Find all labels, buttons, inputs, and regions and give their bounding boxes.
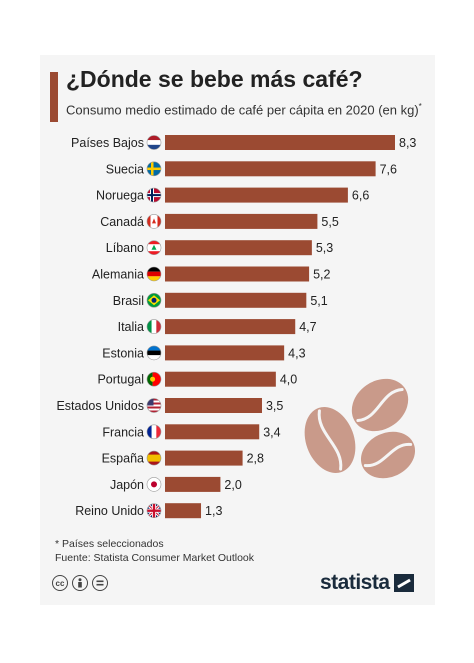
footnote-note: * Países seleccionados [55, 538, 164, 550]
usa-flag-icon [146, 398, 162, 413]
bar [165, 135, 395, 150]
cc-icon: cc [52, 575, 68, 591]
value-label: 5,3 [316, 241, 333, 255]
germany-flag-icon [146, 266, 162, 282]
category-label: España [102, 452, 144, 466]
category-label: Estonia [102, 346, 144, 360]
value-label: 1,3 [205, 504, 222, 518]
value-label: 4,0 [280, 373, 297, 387]
bar [165, 319, 296, 335]
lebanon-flag-icon [146, 240, 162, 255]
statista-logo-icon [393, 574, 414, 592]
spain-flag-icon [146, 450, 162, 466]
value-label: 4,7 [299, 320, 316, 334]
category-label: Alemania [92, 268, 144, 282]
estonia-flag-icon [146, 345, 162, 361]
bar [165, 213, 318, 229]
no-derivatives-icon [92, 575, 108, 591]
value-label: 6,6 [352, 189, 369, 203]
france-flag-icon [146, 424, 162, 440]
uk-flag-icon [146, 503, 162, 519]
bar [165, 161, 376, 177]
bar [165, 424, 260, 440]
statista-logo[interactable]: statista [320, 571, 414, 595]
category-label: Japón [110, 478, 144, 492]
coffee-beans-icon [304, 378, 416, 479]
norway-flag-icon [146, 187, 162, 203]
value-label: 3,4 [263, 425, 280, 439]
bar [165, 292, 307, 308]
value-label: 2,0 [224, 478, 241, 492]
japan-flag-icon [146, 477, 162, 492]
sweden-flag-icon [146, 161, 162, 177]
brazil-flag-icon [146, 292, 162, 308]
netherlands-flag-icon [146, 135, 162, 150]
bar [165, 450, 243, 466]
category-label: Reino Unido [75, 504, 144, 518]
value-label: 3,5 [266, 399, 283, 413]
value-label: 4,3 [288, 346, 305, 360]
chart-title: ¿Dónde se bebe más café? [66, 66, 363, 92]
bar [165, 345, 285, 361]
value-label: 7,6 [380, 162, 397, 176]
footnote: * Países seleccionados Fuente: Statista … [55, 537, 254, 565]
category-label: Países Bajos [71, 136, 144, 150]
subtitle-footnote-mark: * [418, 102, 422, 111]
value-label: 8,3 [399, 136, 416, 150]
portugal-flag-icon [146, 371, 162, 387]
value-label: 5,2 [313, 268, 330, 282]
bar [165, 371, 276, 387]
bar [165, 398, 262, 413]
logo-text: statista [320, 571, 390, 594]
footnote-source: Fuente: Statista Consumer Market Outlook [55, 552, 255, 564]
category-label: Italia [118, 320, 144, 334]
bar [165, 476, 221, 492]
category-label: Canadá [100, 215, 144, 229]
subtitle-text: Consumo medio estimado de café per cápit… [66, 102, 419, 118]
category-label: Francia [102, 425, 144, 439]
chart-subtitle: Consumo medio estimado de café per cápit… [66, 102, 422, 117]
category-label: Estados Unidos [56, 399, 144, 413]
title-accent-bar [50, 72, 58, 122]
bar [165, 240, 312, 256]
bar [165, 187, 348, 203]
value-label: 5,1 [310, 294, 327, 308]
attribution-icon [72, 575, 88, 591]
category-label: Portugal [97, 373, 144, 387]
category-label: Suecia [106, 162, 144, 176]
bar [165, 266, 310, 282]
canada-flag-icon [146, 214, 162, 229]
category-label: Líbano [106, 241, 144, 255]
value-label: 2,8 [247, 452, 264, 466]
category-label: Brasil [113, 294, 144, 308]
italy-flag-icon [146, 319, 162, 334]
license-icons: cc [52, 575, 108, 591]
bar [165, 503, 202, 519]
value-label: 5,5 [321, 215, 338, 229]
category-label: Noruega [96, 189, 144, 203]
